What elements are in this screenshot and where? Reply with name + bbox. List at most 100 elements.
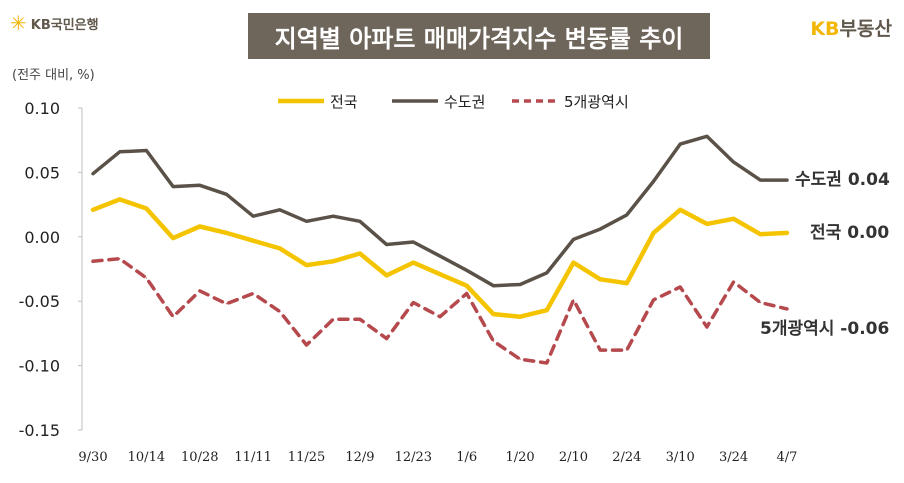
data-point-national [733,218,735,220]
data-point-metro5 [119,258,121,260]
data-point-national [92,209,94,211]
x-tick-label: 3/24 [719,450,748,465]
kb-realestate-logo-kb: KB [810,18,840,40]
data-point-national [145,207,147,210]
end-label-capital: 수도권 0.04 [795,170,890,190]
data-point-national [172,237,174,239]
data-point-capital [92,173,94,175]
data-point-national [439,273,441,275]
x-tick-label: 3/10 [666,450,695,465]
data-point-metro5 [786,308,788,310]
x-tick-label: 1/20 [505,450,534,465]
data-point-capital [652,180,655,183]
data-point-capital [172,185,174,188]
data-point-national [359,252,361,255]
data-point-metro5 [652,299,655,301]
y-tick-label: 0.00 [24,228,60,247]
x-tick-label: 2/10 [559,450,588,465]
data-point-capital [679,143,681,145]
data-point-capital [412,241,414,243]
data-point-metro5 [359,318,361,320]
data-point-capital [305,220,308,222]
data-point-metro5 [679,286,681,288]
data-point-capital [145,149,147,152]
data-point-capital [199,184,201,186]
data-point-national [279,247,281,249]
data-point-capital [386,243,388,246]
data-point-capital [332,215,334,217]
x-tick-label: 4/7 [777,450,798,465]
data-point-metro5 [386,337,388,340]
x-tick-label: 1/6 [456,450,477,465]
data-point-national [626,282,628,284]
kb-star-icon: ✳ [10,11,27,35]
data-point-metro5 [252,292,254,295]
data-point-capital [225,193,228,195]
data-point-national [412,261,414,264]
y-tick-label: -0.05 [19,292,60,311]
data-point-capital [466,269,468,271]
x-tick-label: 10/28 [181,450,218,465]
data-point-capital [119,151,121,153]
data-point-metro5 [706,326,708,328]
legend-label-national: 전국 [330,93,358,111]
legend-label-metro5: 5개광역시 [564,93,629,111]
data-point-metro5 [145,277,147,279]
kb-bank-logo: ✳ KB국민은행 [10,13,99,33]
data-point-metro5 [519,358,521,360]
data-point-capital [599,228,601,230]
data-point-national [332,260,334,262]
chart-title-box: 지역별 아파트 매매가격지수 변동률 추이 [248,13,710,59]
data-point-metro5 [759,301,761,304]
data-point-national [305,264,308,266]
data-point-metro5 [332,318,334,320]
kb-bank-logo-text: KB국민은행 [30,17,99,33]
data-point-capital [359,220,361,222]
data-point-capital [279,209,281,211]
y-tick-label: -0.10 [19,357,60,376]
data-point-capital [492,285,494,287]
data-point-metro5 [572,299,575,301]
data-point-national [225,232,228,234]
data-point-capital [439,255,441,257]
data-point-national [386,274,388,277]
y-axis-label: (전주 대비, %) [12,68,95,83]
y-tick-label: 0.05 [24,163,60,182]
data-point-metro5 [92,260,94,262]
data-point-metro5 [305,344,308,346]
data-point-national [572,261,575,264]
legend-label-capital: 수도권 [444,93,485,111]
data-point-metro5 [172,316,174,318]
data-point-metro5 [492,340,494,342]
data-point-metro5 [225,303,228,305]
data-point-metro5 [599,349,601,351]
data-point-metro5 [466,292,468,295]
data-point-capital [706,135,708,137]
data-point-metro5 [733,281,735,283]
x-tick-label: 2/24 [612,450,641,465]
data-point-capital [519,283,521,286]
data-point-metro5 [199,290,201,292]
data-point-national [759,233,761,235]
data-point-national [466,285,468,287]
data-point-national [786,232,788,234]
data-point-capital [572,238,575,240]
data-point-national [492,313,494,315]
kb-realestate-logo: KB부동산 [810,14,892,41]
kb-realestate-logo-text: 부동산 [839,18,892,40]
data-point-capital [252,215,254,217]
x-tick-label: 12/23 [395,450,432,465]
x-tick-label: 11/25 [288,450,325,465]
end-label-metro5: 5개광역시 -0.06 [760,319,889,339]
y-tick-label: -0.15 [19,421,60,440]
data-point-national [119,198,121,201]
x-tick-label: 12/9 [345,450,374,465]
x-tick-label: 10/14 [128,450,165,465]
data-point-national [546,309,548,311]
data-point-national [706,223,708,225]
data-point-national [252,240,254,242]
data-point-capital [759,179,761,181]
data-point-metro5 [626,349,628,351]
data-point-metro5 [439,316,441,318]
